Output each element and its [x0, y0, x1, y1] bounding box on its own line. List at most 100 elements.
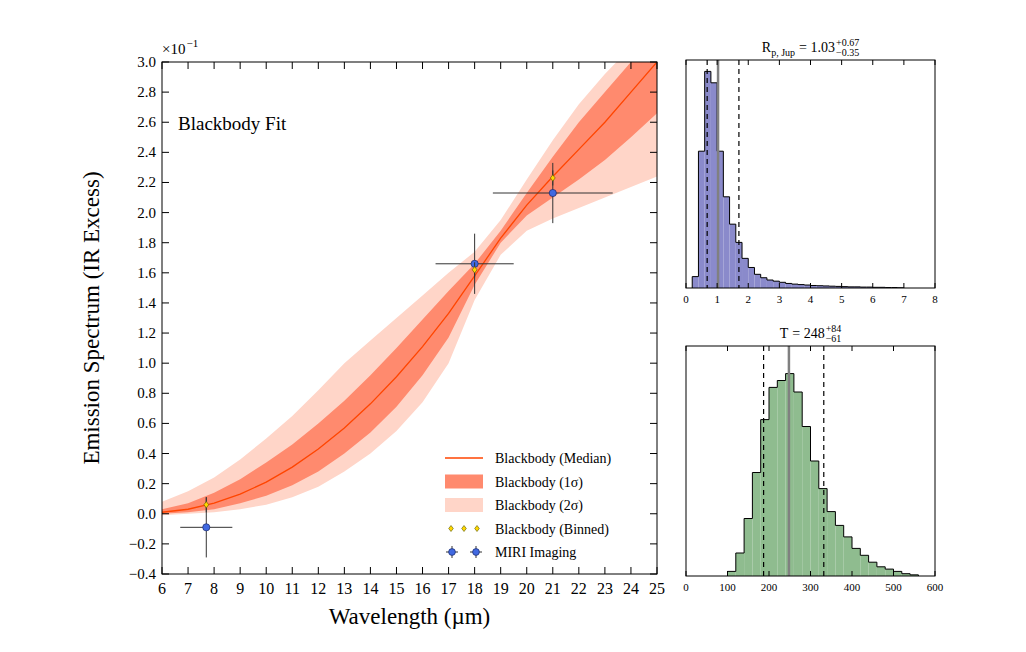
- x-tick: [779, 283, 780, 288]
- hist-bar: [773, 281, 779, 288]
- data-point: [549, 189, 556, 196]
- y-tick: [162, 182, 169, 183]
- x-tick-label: 13: [336, 580, 352, 597]
- x-tick: [162, 567, 163, 574]
- x-axis-label: Wavelength (µm): [329, 604, 490, 629]
- x-tick-label: 600: [927, 581, 944, 593]
- x-tick: [686, 283, 687, 288]
- legend-label: Blackbody (1σ): [495, 475, 583, 491]
- x-tick-label: 15: [388, 580, 404, 597]
- x-tick-label: 500: [885, 581, 902, 593]
- y-tick-label: 3.0: [137, 54, 156, 70]
- y-tick: [162, 302, 169, 303]
- legend-line: [445, 457, 483, 459]
- x-tick: [396, 567, 397, 574]
- x-tick: [578, 567, 579, 574]
- x-tick-top: [852, 346, 853, 351]
- x-tick-top: [769, 346, 770, 351]
- x-tick: [474, 567, 475, 574]
- x-tick-top: [657, 62, 658, 69]
- x-tick-label: 19: [493, 580, 509, 597]
- y-tick-label: 1.0: [137, 355, 156, 371]
- y-tick-right: [650, 363, 657, 364]
- x-tick: [188, 567, 189, 574]
- y-tick: [162, 513, 169, 514]
- x-tick-top: [188, 62, 189, 69]
- x-tick: [370, 567, 371, 574]
- y-tick: [162, 62, 169, 63]
- hist-bar: [777, 381, 785, 577]
- x-tick-top: [292, 62, 293, 69]
- hist-bar: [798, 285, 804, 288]
- x-tick-top: [500, 62, 501, 69]
- legend-label: Blackbody (Median): [495, 451, 612, 467]
- x-tick-top: [872, 60, 873, 65]
- hist-bar: [767, 280, 773, 288]
- x-tick-label: 18: [467, 580, 483, 597]
- legend-marker: [475, 526, 480, 532]
- x-tick-top: [686, 60, 687, 65]
- x-tick-top: [748, 60, 749, 65]
- x-tick-top: [240, 62, 241, 69]
- x-tick-label: 6: [158, 580, 166, 597]
- x-tick: [717, 283, 718, 288]
- legend-label: Blackbody (2σ): [495, 498, 583, 514]
- y-tick-label: 0.2: [137, 476, 156, 492]
- y-tick-right: [650, 483, 657, 484]
- hist-bar: [698, 151, 704, 288]
- x-tick: [872, 283, 873, 288]
- plot-marks: [162, 62, 657, 557]
- hist-outline: [728, 374, 919, 576]
- y-tick-right: [650, 152, 657, 153]
- x-tick-top: [779, 60, 780, 65]
- y-tick-right: [650, 423, 657, 424]
- hist-frame: [686, 60, 935, 288]
- hist-bar: [794, 392, 802, 576]
- y-multiplier: ×10: [162, 41, 185, 57]
- x-tick-label: 12: [310, 580, 326, 597]
- x-tick-top: [810, 346, 811, 351]
- y-tick-label: 2.2: [137, 174, 156, 190]
- x-tick-top: [841, 60, 842, 65]
- x-tick-label: 25: [649, 580, 665, 597]
- x-tick-label: 23: [597, 580, 613, 597]
- hist-bar: [852, 548, 860, 576]
- x-tick-top: [396, 62, 397, 69]
- legend: Blackbody (Median) Blackbody (1σ) Blackbod…: [445, 451, 612, 560]
- y-tick-right: [650, 62, 657, 63]
- x-tick-top: [727, 346, 728, 351]
- x-tick: [903, 283, 904, 288]
- y-axis-label: Emission Spectrum (IR Excess): [79, 171, 104, 464]
- x-tick-label: 300: [802, 581, 819, 593]
- median-line: [717, 60, 720, 288]
- x-tick: [448, 567, 449, 574]
- y-tick-right: [650, 453, 657, 454]
- hist-bar: [802, 427, 810, 577]
- y-error-bar: [474, 234, 475, 294]
- hist-bar: [730, 224, 736, 288]
- hist-bar: [844, 537, 852, 576]
- x-tick: [344, 567, 345, 574]
- y-tick-right: [650, 272, 657, 273]
- x-tick: [748, 283, 749, 288]
- legend-patch: [445, 475, 483, 489]
- hist-background: [686, 60, 935, 288]
- x-tick-label: 14: [362, 580, 378, 597]
- y-tick-label: 0.0: [137, 506, 156, 522]
- x-tick-label: 100: [719, 581, 736, 593]
- x-tick: [630, 567, 631, 574]
- x-tick-label: 22: [571, 580, 587, 597]
- y-tick-label: 2.6: [137, 114, 156, 130]
- x-tick-label: 24: [623, 580, 639, 597]
- hist-bar: [761, 420, 769, 576]
- x-tick-label: 0: [683, 581, 689, 593]
- x-tick-label: 1: [714, 293, 720, 305]
- x-tick-label: 6: [870, 293, 876, 305]
- y-tick: [162, 453, 169, 454]
- y-tick-right: [650, 543, 657, 544]
- hist-bar: [723, 197, 729, 288]
- hist-title: T= 248+84−61: [780, 323, 842, 344]
- legend-label: Blackbody (Binned): [495, 522, 609, 538]
- x-tick: [852, 571, 853, 576]
- hist-bar: [869, 562, 877, 576]
